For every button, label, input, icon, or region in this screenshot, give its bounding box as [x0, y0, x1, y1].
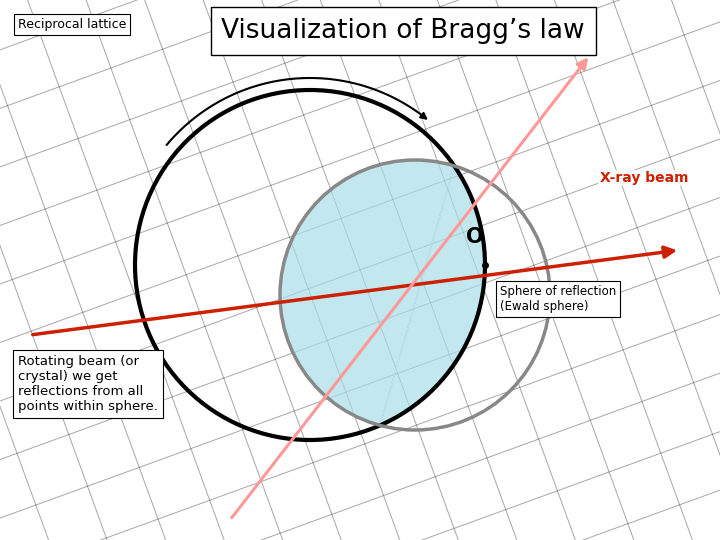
Text: O: O [466, 227, 484, 247]
Text: Rotating beam (or
crystal) we get
reflections from all
points within sphere.: Rotating beam (or crystal) we get reflec… [18, 355, 158, 413]
Text: Visualization of Bragg’s law: Visualization of Bragg’s law [221, 18, 585, 44]
Text: Sphere of reflection
(Ewald sphere): Sphere of reflection (Ewald sphere) [500, 285, 616, 313]
Text: Reciprocal lattice: Reciprocal lattice [18, 18, 127, 31]
Text: X-ray beam: X-ray beam [600, 171, 688, 185]
Polygon shape [280, 160, 485, 426]
